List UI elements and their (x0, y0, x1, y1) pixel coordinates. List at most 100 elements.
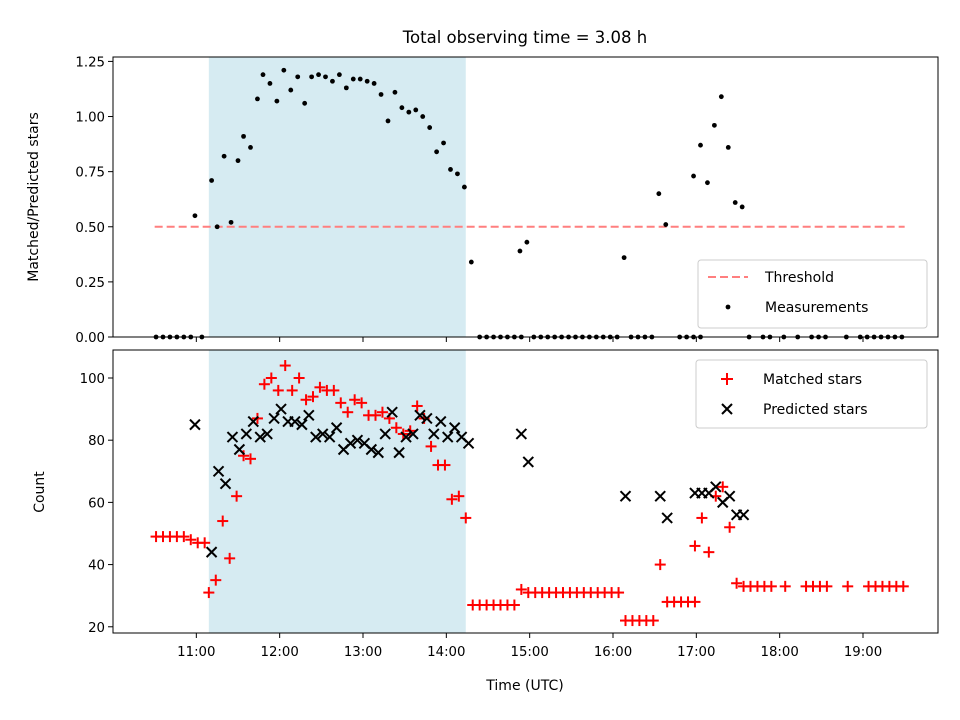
bottom-ytick-label: 100 (80, 372, 105, 387)
measurement-point (281, 67, 287, 73)
matched-star-point (689, 596, 701, 608)
legend-measurements-label: Measurements (765, 300, 868, 316)
predicted-star-point (379, 428, 391, 440)
matched-star-point (314, 381, 326, 393)
matched-star-point (446, 493, 458, 505)
measurement-point (288, 87, 294, 93)
predicted-x-b (723, 490, 736, 502)
bottom-xtick-label: 14:00 (427, 645, 465, 660)
predicted-star-point (323, 431, 336, 443)
top-panel: 0.00 0.25 0.50 0.75 1.00 1.25 Matched/Predict… (26, 55, 939, 346)
measurement-point (248, 144, 253, 150)
measurement-point (461, 184, 467, 190)
predicted-x-b (462, 437, 475, 450)
predicted-x-b (393, 446, 405, 459)
measurement-point (235, 158, 241, 164)
measurement-point (371, 81, 377, 86)
predicted-x-b (661, 512, 673, 524)
predicted-x-b (654, 490, 666, 502)
predicted-x-b (261, 428, 273, 440)
matched-star-point (439, 459, 451, 471)
measurement-point (255, 96, 260, 102)
predicted-star-point (205, 546, 218, 558)
bottom-xtick-label: 12:00 (261, 645, 299, 660)
predicted-x-b (317, 428, 329, 440)
predicted-x-b (296, 418, 308, 431)
predicted-star-point (619, 490, 632, 502)
predicted-star-point (522, 456, 534, 468)
matched-star-point (765, 580, 777, 592)
measurement-point (350, 76, 356, 82)
matched-star-point (717, 481, 729, 493)
predicted-x-b (737, 509, 750, 521)
legend-measurements-swatch (725, 304, 731, 310)
predicted-star-point (261, 428, 273, 440)
top-marks (153, 67, 905, 340)
predicted-x-b (435, 415, 447, 428)
matched-star-point (703, 546, 715, 558)
measurement-point (691, 173, 696, 179)
measurement-point (364, 78, 370, 84)
predicted-star-point (330, 422, 343, 434)
top-legend-box (697, 259, 928, 329)
bottom-xtick-label: 19:00 (844, 645, 882, 660)
bottom-panel: 20 40 60 80 100 11:00 12:00 13:00 14:00 15:00 16:0… (32, 349, 939, 694)
matched-star-point (258, 378, 270, 390)
matched-star-point (335, 397, 347, 409)
matched-star-point (279, 360, 291, 372)
matched-star-point (349, 394, 361, 406)
matched-star-point (613, 587, 625, 599)
predicted-star-point (317, 428, 329, 440)
predicted-x-b (358, 437, 371, 450)
measurement-point (209, 178, 215, 183)
matched-star-point (724, 521, 736, 533)
bottom-xtick-label: 17:00 (677, 645, 715, 660)
predicted-star-point (254, 431, 266, 443)
bottom-ytick-label: 40 (88, 559, 105, 574)
predicted-x-b (455, 431, 468, 443)
predicted-x-b (407, 428, 419, 440)
measurement-point (399, 105, 405, 111)
legend-threshold-label: Threshold (764, 270, 834, 286)
measurement-point (663, 222, 669, 227)
predicted-x-b (219, 478, 232, 490)
measurement-point (323, 74, 328, 80)
predicted-star-point (351, 434, 364, 446)
predicted-star-point (654, 490, 666, 502)
chart-title: Total observing time = 3.08 h (402, 28, 647, 47)
matched-star-point (328, 384, 340, 396)
predicted-x-b (233, 443, 246, 456)
predicted-star-point (344, 437, 357, 450)
measurement-point (302, 100, 308, 106)
predicted-x-b (310, 431, 322, 443)
top-ytick-label: 1.25 (75, 55, 105, 70)
measurement-point (441, 140, 446, 146)
predicted-star-point (400, 431, 412, 443)
measurement-point (711, 122, 717, 128)
measurement-point (378, 92, 384, 97)
bottom-legend-box (695, 359, 928, 429)
predicted-x-b (344, 437, 357, 450)
matched-star-point (203, 587, 215, 599)
measurement-point (448, 167, 453, 172)
matched-star-point (425, 440, 437, 452)
predicted-star-point (723, 490, 736, 502)
predicted-x-b (442, 431, 454, 443)
predicted-star-point (219, 478, 232, 490)
measurement-point (420, 114, 426, 119)
measurement-point (295, 74, 301, 80)
predicted-x-b (247, 415, 259, 428)
measurement-point (656, 191, 662, 197)
matched-star-point (286, 384, 298, 396)
measurement-point (732, 200, 738, 205)
predicted-x-b (448, 422, 461, 434)
measurement-point (725, 144, 731, 150)
measurement-point (228, 219, 234, 225)
predicted-x-b (515, 428, 528, 440)
top-ylabel: Matched/Predicted stars (26, 112, 42, 282)
top-observing-shade (208, 57, 466, 337)
matched-star-point (300, 394, 312, 406)
bottom-ytick-label: 20 (88, 621, 105, 636)
bottom-ytick-label: 60 (88, 496, 105, 511)
matched-star-point (178, 531, 190, 543)
